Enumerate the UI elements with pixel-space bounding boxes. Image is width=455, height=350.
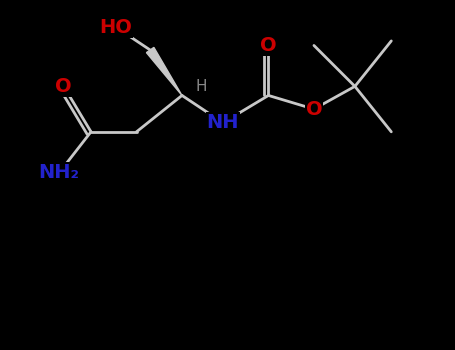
Text: NH₂: NH₂ xyxy=(39,163,80,182)
Text: O: O xyxy=(260,36,277,55)
Text: NH: NH xyxy=(207,113,239,132)
Text: O: O xyxy=(56,77,72,96)
Text: H: H xyxy=(196,79,207,94)
Text: O: O xyxy=(306,100,322,119)
Text: HO: HO xyxy=(100,18,132,37)
Polygon shape xyxy=(147,47,182,96)
